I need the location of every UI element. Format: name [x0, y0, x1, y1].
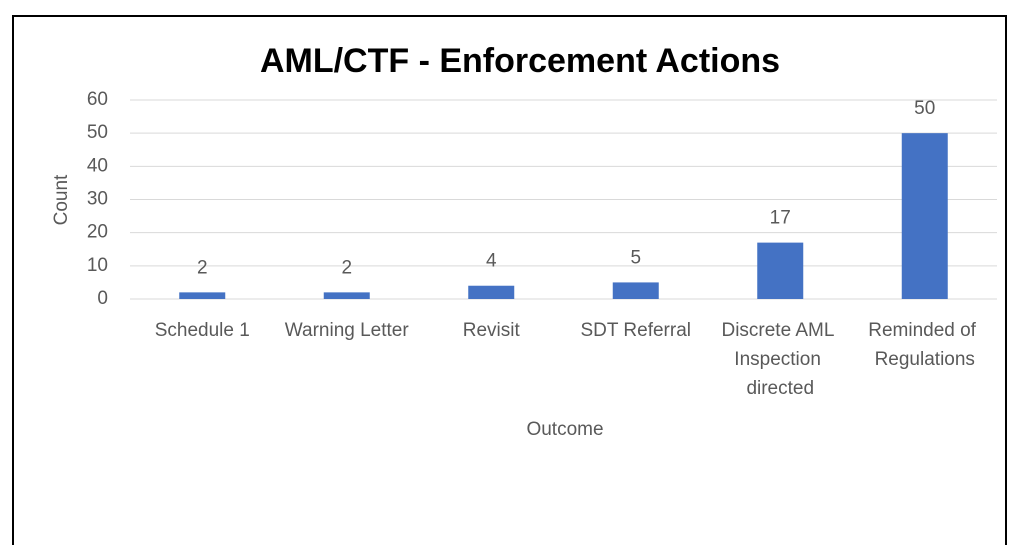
bar	[179, 292, 226, 299]
y-tick-label: 60	[87, 89, 108, 110]
data-label: 5	[630, 247, 641, 268]
chart-frame	[12, 15, 1007, 545]
x-tick-label: Warning Letter	[285, 320, 410, 341]
x-tick-label: Revisit	[463, 320, 521, 341]
bar	[901, 133, 948, 299]
bar	[323, 292, 370, 299]
data-label: 4	[486, 251, 497, 272]
x-tick-label: Schedule 1	[155, 320, 250, 341]
y-tick-label: 0	[97, 288, 108, 309]
data-label: 50	[914, 98, 935, 119]
data-label: 17	[770, 208, 791, 229]
x-tick-label: SDT Referral	[580, 320, 691, 341]
y-tick-label: 30	[87, 189, 108, 210]
data-label: 2	[197, 257, 208, 278]
y-tick-label: 10	[87, 255, 108, 276]
y-axis-label: Count	[51, 174, 72, 225]
y-tick-label: 20	[87, 222, 108, 243]
x-axis-label: Outcome	[526, 419, 603, 440]
x-tick-label: Reminded of Regulations	[868, 320, 981, 370]
data-label: 2	[341, 257, 352, 278]
y-tick-label: 40	[87, 155, 108, 176]
y-tick-label: 50	[87, 122, 108, 143]
bar	[468, 285, 515, 299]
chart-title: AML/CTF - Enforcement Actions	[260, 42, 780, 80]
bar	[757, 242, 804, 299]
bar	[612, 282, 659, 299]
x-tick-label: Discrete AML Inspection directed	[721, 320, 839, 399]
